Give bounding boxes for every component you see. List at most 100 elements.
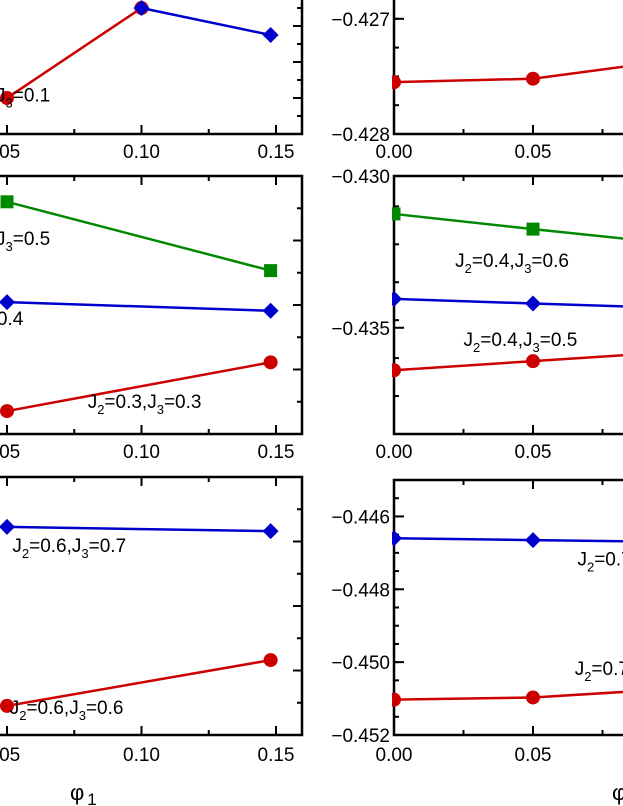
- annotation-label: =0.0,J3=0.1: [0, 86, 50, 111]
- annotations: J2=0.4,J3=0.6J2=0.4,J3=0.5J: [455, 251, 578, 355]
- y-ticks: [293, 207, 302, 403]
- x-tick-label: 0.00: [376, 442, 413, 463]
- y-tick-label: −0.446: [331, 507, 390, 528]
- data-point: [263, 355, 278, 370]
- x-tick-label: 0.05: [515, 142, 552, 163]
- annotation-label: J2=0.6,J3=0.6: [10, 698, 124, 723]
- x-tick-label: 0.15: [258, 442, 295, 463]
- x-tick-label: 0.15: [258, 142, 295, 163]
- series-group: [0, 195, 279, 419]
- series-line: [6, 300, 271, 312]
- annotations: =0.0,J3=0.1: [0, 86, 50, 111]
- x-ticks: [6, 125, 277, 134]
- x-ticks: [6, 477, 277, 735]
- data-point: [526, 690, 540, 705]
- annotations: J2=0.6,J3=0.7 J2=0.6,J3=0.6: [10, 536, 126, 723]
- x-tick-label: 0.10: [123, 442, 160, 463]
- series-group: [0, 518, 279, 713]
- panel-top-left: .05 0.10 0.15 =0.0,J3=0.1: [0, 0, 304, 163]
- y-tick-label: −0.430: [331, 167, 390, 188]
- annotations: =0.3,J3=0.5 3,J3=0.4 J2=0.3,J3=0.3: [0, 229, 201, 417]
- data-point: [392, 75, 401, 90]
- x-ticks: [462, 480, 604, 735]
- panel-top-right: 0.000.05−0.427−0.428J2=0: [331, 0, 623, 163]
- annotation-label: =0.3,J3=0.5: [0, 229, 50, 254]
- data-point: [392, 692, 401, 707]
- annotations: J2=0.7,J3=0. J2=0.7,J3=0.: [575, 550, 623, 684]
- y-tick-label: −0.450: [331, 653, 390, 674]
- data-point: [392, 207, 401, 221]
- series-line: [393, 537, 623, 543]
- plot-frame: [0, 0, 304, 136]
- data-point: [526, 71, 540, 86]
- annotation-label: J2=0.7,J3=0.: [575, 659, 623, 684]
- panel-bottom-left: .05 0.10 0.15 J2=0.6,J3=0.7 J2=0.6,J3=0.6 φ1: [0, 475, 304, 806]
- annotation-label: J2=0.7,J3=0.: [577, 550, 623, 575]
- x-ticks: [462, 125, 604, 134]
- plot-frame: [0, 475, 304, 737]
- data-point: [0, 91, 14, 105]
- x-tick-label: 0.10: [123, 142, 160, 163]
- data-point: [525, 532, 541, 549]
- series-group: [0, 0, 279, 105]
- x-ticks: [462, 176, 604, 434]
- panel-middle-right: 0.00 0.05 −0.430 −0.435 J2=0.4,J3=0.6 J2=0.4,…: [331, 167, 623, 463]
- x-tick-label: 0.15: [258, 745, 295, 766]
- data-point: [264, 264, 278, 278]
- data-point: [0, 294, 15, 311]
- series-line: [393, 297, 623, 308]
- y-tick-label: −0.452: [331, 726, 390, 747]
- x-ticks: [6, 176, 277, 434]
- data-point: [0, 195, 14, 209]
- y-ticks: [394, 175, 404, 398]
- y-ticks: [293, 7, 302, 117]
- y-tick-label: −0.427: [331, 10, 390, 31]
- x-tick-label: 0.05: [515, 745, 552, 766]
- x-tick-label: .05: [0, 442, 20, 463]
- x-tick-label: 0.00: [376, 142, 413, 163]
- series-line: [6, 200, 271, 272]
- x-tick-label: .05: [0, 142, 20, 163]
- annotation-label: J2=0.3,J3=0.3: [88, 392, 202, 417]
- series-group: [392, 65, 623, 90]
- series-line: [6, 361, 271, 413]
- y-tick-label: −0.435: [331, 319, 390, 340]
- x-axis-label: φ: [612, 780, 623, 805]
- plot-frame: [392, 0, 623, 136]
- annotation-label: J2=0.6,J3=0.7: [12, 536, 126, 561]
- x-tick-label: .05: [0, 745, 20, 766]
- data-point: [262, 523, 279, 540]
- series-line: [6, 525, 271, 533]
- data-point: [392, 290, 402, 307]
- data-point: [525, 295, 541, 312]
- series-group: [392, 207, 623, 378]
- x-tick-label: 0.00: [376, 745, 413, 766]
- data-point: [0, 698, 14, 713]
- data-point: [526, 354, 540, 369]
- series-line: [141, 6, 271, 37]
- data-point: [0, 404, 14, 419]
- data-point: [526, 222, 540, 236]
- annotation-label: J2=0.4,J3=0.6: [455, 251, 569, 276]
- data-point: [262, 27, 279, 43]
- series-group: [392, 530, 623, 707]
- x-tick-label: 0.10: [123, 745, 160, 766]
- series-line: [393, 65, 623, 84]
- data-point: [263, 653, 278, 668]
- panel-middle-left: .05 0.10 0.15 =0.3,J3=0.5 3,J3=0.4 J2=0.3,J3=…: [0, 174, 304, 463]
- annotation-label: J2=0.4,J3=0.5: [464, 330, 578, 355]
- data-point: [0, 518, 15, 535]
- y-tick-label: −0.448: [331, 580, 390, 601]
- y-ticks: [293, 508, 302, 704]
- data-point: [392, 530, 402, 547]
- series-line: [6, 658, 271, 708]
- y-tick-label: −0.428: [331, 125, 390, 146]
- panel-bottom-right: 0.00 0.05 −0.446 −0.448 −0.450 −0.452 J2=0.7,J…: [331, 478, 623, 805]
- data-point: [262, 302, 279, 319]
- annotation-label: 3,J3=0.4: [0, 309, 24, 334]
- data-point: [392, 363, 401, 378]
- data-point: [133, 0, 150, 16]
- x-tick-label: 0.05: [515, 442, 552, 463]
